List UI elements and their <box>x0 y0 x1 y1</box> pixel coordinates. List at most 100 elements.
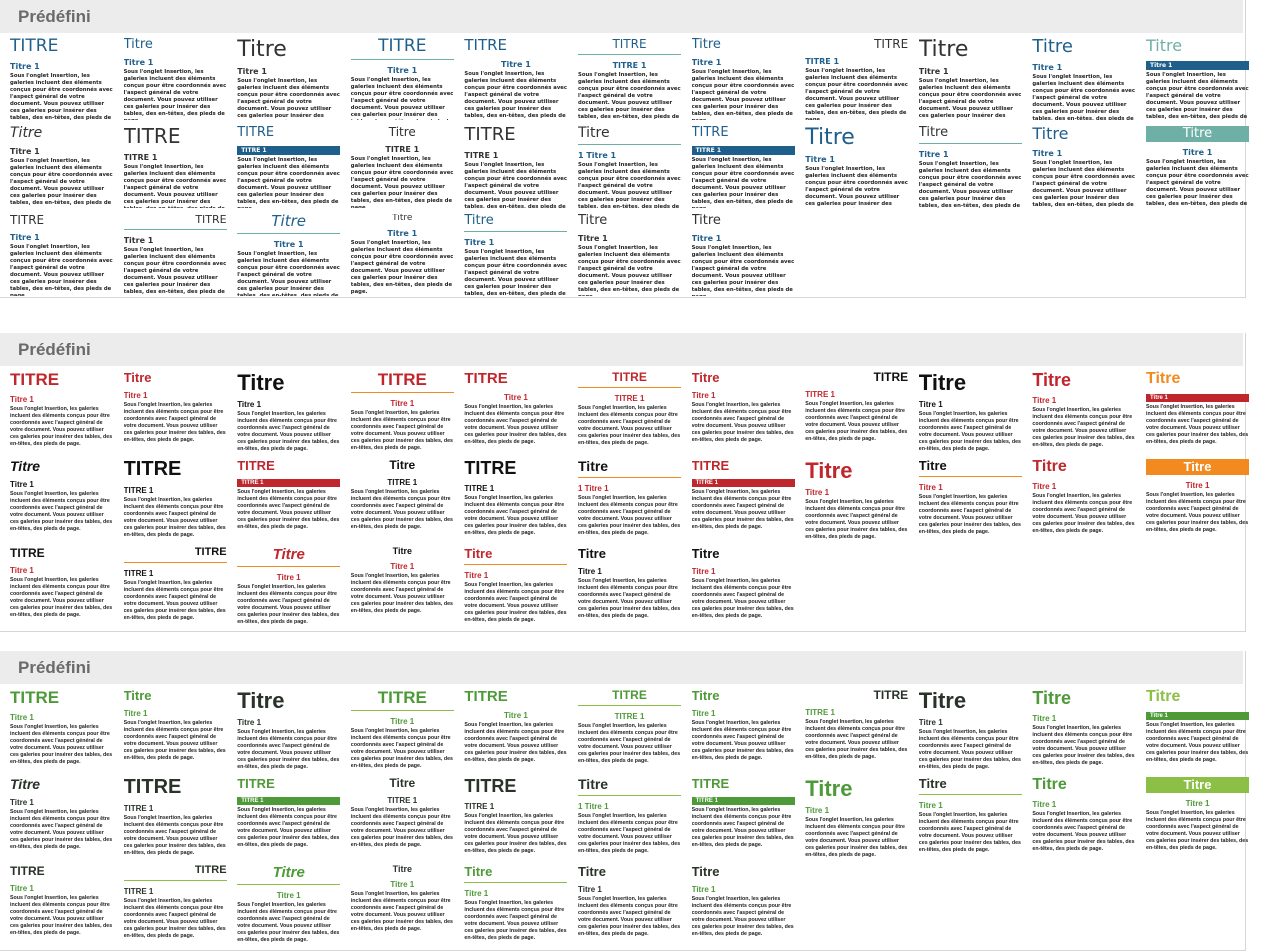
style-thumbnail[interactable]: Titre Titre 1 Sous l'onglet Insertion, les… <box>692 865 795 947</box>
style-thumbnail[interactable]: Titre Titre 1 Sous l'onglet Insertion, les… <box>918 777 1022 859</box>
style-thumbnail[interactable]: Titre Titre 1 Sous l'onglet Insertion, les… <box>578 547 681 629</box>
style-thumbnail[interactable]: Titre 1 Titre 1 Sous l'onglet Insertion, l… <box>578 777 681 859</box>
style-thumbnail[interactable]: Titre Titre 1 Sous l'onglet Insertion, les… <box>464 865 568 947</box>
style-thumbnail[interactable]: Titre Titre 1 Sous l'onglet Insertion, les… <box>237 865 341 947</box>
thumbnail-title: Titre <box>918 38 969 62</box>
style-thumbnail[interactable]: Titre Titre 1 Sous l'onglet Insertion, les… <box>351 214 454 296</box>
style-thumbnail[interactable]: Titre Titre 1 Sous l'onglet Insertion, les… <box>1032 689 1135 771</box>
thumbnail-body: Sous l'onglet Insertion, les galeries in… <box>10 808 113 850</box>
style-thumbnail[interactable]: Titre Titre 1 Sous l'onglet Insertion, les… <box>1146 689 1249 771</box>
style-thumbnail[interactable]: Titre Titre 1 Sous l'onglet Insertion, les… <box>692 214 795 296</box>
style-thumbnail[interactable]: Titre Titre 1 Sous l'onglet Insertion, les… <box>1032 38 1135 120</box>
style-thumbnail[interactable]: Titre TITRE 1 Sous l'onglet Insertion, les… <box>351 126 454 208</box>
style-thumbnail[interactable]: TITRE Titre 1 Sous l'onglet Insertion, les… <box>464 371 567 453</box>
style-thumbnail[interactable]: Titre Titre 1 Sous l'onglet Insertion, les… <box>919 38 1022 120</box>
style-thumbnail[interactable]: Titre Titre 1 Sous l'onglet Insertion, les… <box>1146 38 1249 120</box>
style-thumbnail[interactable]: Titre Titre 1 Sous l'onglet Insertion, les… <box>692 371 795 453</box>
style-thumbnail[interactable]: Titre Titre 1 Sous l'onglet Insertion, les… <box>237 547 341 629</box>
style-thumbnail[interactable]: Titre Titre 1 Sous l'onglet Insertion, les… <box>578 214 681 296</box>
thumbnail-heading: TITRE 1 <box>387 477 418 487</box>
style-thumbnail[interactable]: Titre Titre 1 Sous l'onglet Insertion, les… <box>918 126 1022 208</box>
style-thumbnail[interactable]: Titre Titre 1 Sous l'onglet Insertion, les… <box>805 459 908 541</box>
style-thumbnail[interactable]: Titre Titre 1 Sous l'onglet Insertion, les… <box>692 689 795 771</box>
thumbnail-heading: Titre 1 <box>464 888 489 898</box>
style-thumbnail[interactable]: TITRE TITRE 1 Sous l'onglet Insertion, les… <box>464 777 567 859</box>
style-thumbnail[interactable]: TITRE TITRE 1 Sous l'onglet Insertion, les… <box>691 126 795 208</box>
style-thumbnail[interactable]: Titre Titre 1 Sous l'onglet Insertion, les… <box>692 38 795 120</box>
style-thumbnail[interactable]: TITRE Titre 1 Sous l'onglet Insertion, les… <box>464 38 567 120</box>
style-thumbnail[interactable]: Titre Titre 1 Sous l'onglet Insertion, les… <box>124 371 227 453</box>
style-thumbnail[interactable]: Titre Titre 1 Sous l'onglet Insertion, les… <box>237 38 340 120</box>
style-thumbnail[interactable]: TITRE TITRE 1 Sous l'onglet Insertion, les… <box>464 126 567 208</box>
style-thumbnail[interactable]: TITRE TITRE 1 Sous l'onglet Insertion, les… <box>123 547 227 629</box>
thumbnail-body: Sous l'onglet Insertion, les galeries in… <box>464 899 567 941</box>
style-thumbnail[interactable]: TITRE TITRE 1 Sous l'onglet Insertion, les… <box>691 459 795 541</box>
style-thumbnail[interactable]: Titre Titre 1 Sous l'onglet Insertion, les… <box>919 371 1022 453</box>
style-thumbnail[interactable]: TITRE Titre 1 Sous l'onglet Insertion, les… <box>123 214 227 296</box>
style-thumbnail[interactable]: TITRE Titre 1 Sous l'onglet Insertion, les… <box>350 371 454 453</box>
style-thumbnail[interactable]: Titre Titre 1 Sous l'onglet Insertion, les… <box>237 371 340 453</box>
style-thumbnail[interactable]: Titre Titre 1 Sous l'onglet Insertion, les… <box>1146 371 1249 453</box>
style-thumbnail[interactable]: Titre Titre 1 Sous l'onglet Insertion, les… <box>578 865 681 947</box>
style-thumbnail[interactable]: Titre Titre 1 Sous l'onglet Insertion, les… <box>1146 126 1249 208</box>
style-thumbnail[interactable]: Titre Titre 1 Sous l'onglet Insertion, les… <box>464 547 568 629</box>
style-thumbnail[interactable]: Titre Titre 1 Sous l'onglet Insertion, les… <box>918 459 1022 541</box>
thumbnail-heading: Titre 1 <box>805 155 835 165</box>
style-thumbnail[interactable]: Titre Titre 1 Sous l'onglet Insertion, les… <box>805 126 908 208</box>
style-thumbnail[interactable]: TITRE Titre 1 Sous l'onglet Insertion, les… <box>10 865 113 947</box>
style-thumbnail[interactable]: Titre Titre 1 Sous l'onglet Insertion, les… <box>10 126 113 208</box>
thumbnail-body: Sous l'onglet Insertion, les galeries in… <box>578 161 681 208</box>
style-thumbnail[interactable]: TITRE Titre 1 Sous l'onglet Insertion, les… <box>350 38 454 120</box>
style-thumbnail[interactable]: Titre TITRE 1 Sous l'onglet Insertion, les… <box>351 777 454 859</box>
style-thumbnail[interactable]: Titre Titre 1 Sous l'onglet Insertion, les… <box>1032 126 1135 208</box>
style-thumbnail[interactable]: TITRE Titre 1 Sous l'onglet Insertion, les… <box>10 38 113 120</box>
style-thumbnail[interactable]: Titre Titre 1 Sous l'onglet Insertion, les… <box>1146 777 1249 859</box>
style-thumbnail[interactable]: TITRE Titre 1 Sous l'onglet Insertion, les… <box>10 547 113 629</box>
style-thumbnail[interactable]: TITRE TITRE 1 Sous l'onglet Insertion, les… <box>578 38 681 120</box>
thumbnail-title: Titre <box>123 38 153 52</box>
style-thumbnail[interactable]: Titre Titre 1 Sous l'onglet Insertion, les… <box>351 865 454 947</box>
style-thumbnail[interactable]: Titre Titre 1 Sous l'onglet Insertion, les… <box>10 777 113 859</box>
style-thumbnail[interactable]: Titre Titre 1 Sous l'onglet Insertion, les… <box>464 214 568 296</box>
style-thumbnail[interactable]: TITRE TITRE 1 Sous l'onglet Insertion, les… <box>464 459 567 541</box>
style-thumbnail[interactable]: TITRE Titre 1 Sous l'onglet Insertion, les… <box>350 689 454 771</box>
style-thumbnail[interactable]: TITRE TITRE 1 Sous l'onglet Insertion, les… <box>123 865 227 947</box>
thumbnail-title: Titre <box>1032 38 1073 57</box>
style-thumbnail[interactable]: Titre 1 Titre 1 Sous l'onglet Insertion, l… <box>578 459 681 541</box>
style-thumbnail[interactable]: Titre Titre 1 Sous l'onglet Insertion, les… <box>124 38 227 120</box>
style-thumbnail[interactable]: Titre Titre 1 Sous l'onglet Insertion, les… <box>351 547 454 629</box>
style-thumbnail[interactable]: TITRE Titre 1 Sous l'onglet Insertion, les… <box>10 371 113 453</box>
style-thumbnail[interactable]: Titre Titre 1 Sous l'onglet Insertion, les… <box>1032 777 1135 859</box>
style-thumbnail[interactable]: TITRE TITRE 1 Sous l'onglet Insertion, les… <box>237 126 341 208</box>
style-thumbnail[interactable]: TITRE TITRE 1 Sous l'onglet Insertion, les… <box>805 38 908 120</box>
thumbnail-title: Titre <box>1146 38 1183 55</box>
style-thumbnail[interactable]: TITRE TITRE 1 Sous l'onglet Insertion, les… <box>237 459 341 541</box>
style-thumbnail[interactable]: Titre Titre 1 Sous l'onglet Insertion, les… <box>805 777 908 859</box>
style-thumbnail[interactable]: TITRE TITRE 1 Sous l'onglet Insertion, les… <box>124 777 227 859</box>
style-thumbnail[interactable]: TITRE TITRE 1 Sous l'onglet Insertion, les… <box>691 777 795 859</box>
style-thumbnail[interactable]: TITRE TITRE 1 Sous l'onglet Insertion, les… <box>805 371 908 453</box>
style-thumbnail[interactable]: Titre Titre 1 Sous l'onglet Insertion, les… <box>1146 459 1249 541</box>
style-thumbnail[interactable]: TITRE Titre 1 Sous l'onglet Insertion, les… <box>464 689 567 771</box>
thumbnail-title: Titre <box>464 214 568 232</box>
style-thumbnail[interactable]: Titre Titre 1 Sous l'onglet Insertion, les… <box>237 689 340 771</box>
style-thumbnail[interactable]: TITRE TITRE 1 Sous l'onglet Insertion, les… <box>237 777 341 859</box>
style-thumbnail[interactable]: TITRE TITRE 1 Sous l'onglet Insertion, les… <box>124 459 227 541</box>
style-thumbnail[interactable]: TITRE TITRE 1 Sous l'onglet Insertion, les… <box>578 371 681 453</box>
style-thumbnail[interactable]: Titre 1 Titre 1 Sous l'onglet Insertion, l… <box>578 126 681 208</box>
style-thumbnail[interactable]: TITRE TITRE 1 Sous l'onglet Insertion, les… <box>124 126 227 208</box>
style-thumbnail[interactable]: TITRE Titre 1 Sous l'onglet Insertion, les… <box>10 689 113 771</box>
thumbnail-heading: Titre 1 <box>691 884 716 894</box>
style-thumbnail[interactable]: Titre Titre 1 Sous l'onglet Insertion, les… <box>919 689 1022 771</box>
thumbnail-body: Sous l'onglet Insertion, les galeries in… <box>237 78 340 120</box>
style-thumbnail[interactable]: TITRE TITRE 1 Sous l'onglet Insertion, les… <box>578 689 681 771</box>
style-thumbnail[interactable]: Titre Titre 1 Sous l'onglet Insertion, les… <box>692 547 795 629</box>
style-thumbnail[interactable]: TITRE Titre 1 Sous l'onglet Insertion, les… <box>10 214 113 296</box>
style-thumbnail[interactable]: Titre Titre 1 Sous l'onglet Insertion, les… <box>124 689 227 771</box>
style-thumbnail[interactable]: TITRE TITRE 1 Sous l'onglet Insertion, les… <box>805 689 908 771</box>
style-thumbnail[interactable]: Titre Titre 1 Sous l'onglet Insertion, les… <box>237 214 341 296</box>
style-thumbnail[interactable]: Titre Titre 1 Sous l'onglet Insertion, les… <box>1032 371 1135 453</box>
style-thumbnail[interactable]: Titre Titre 1 Sous l'onglet Insertion, les… <box>1032 459 1135 541</box>
style-thumbnail[interactable]: Titre Titre 1 Sous l'onglet Insertion, les… <box>10 459 113 541</box>
style-thumbnail[interactable]: Titre TITRE 1 Sous l'onglet Insertion, les… <box>351 459 454 541</box>
